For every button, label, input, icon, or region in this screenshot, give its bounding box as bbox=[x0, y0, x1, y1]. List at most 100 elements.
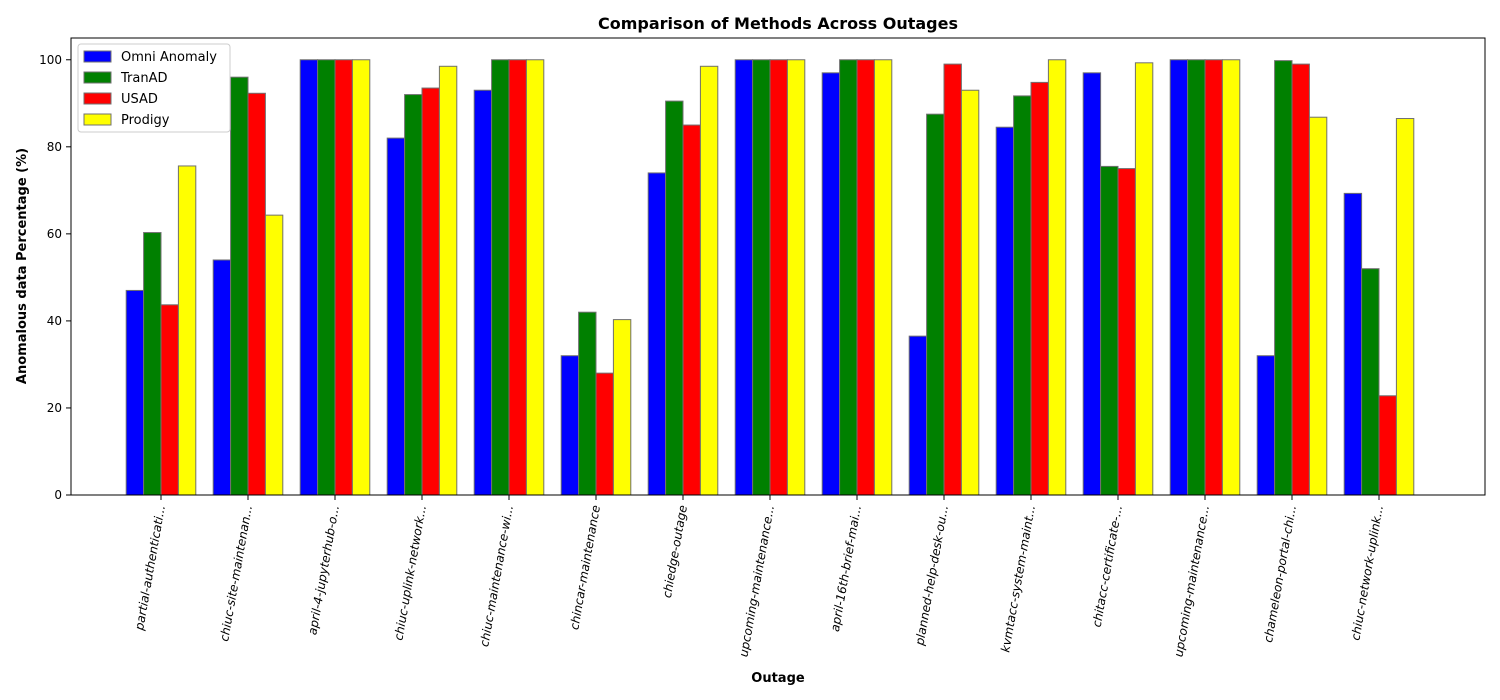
bar bbox=[1256, 355, 1276, 496]
legend-swatch bbox=[83, 92, 112, 105]
bar bbox=[351, 59, 371, 496]
bar bbox=[926, 113, 945, 496]
bar bbox=[421, 87, 440, 496]
bar bbox=[699, 65, 719, 496]
y-tick-label: 40 bbox=[47, 314, 62, 328]
bar bbox=[839, 59, 858, 496]
bar bbox=[873, 59, 893, 496]
bar bbox=[1013, 95, 1032, 496]
bar bbox=[647, 172, 667, 496]
bar bbox=[1047, 59, 1067, 496]
bar bbox=[1187, 59, 1206, 496]
x-axis-label: Outage bbox=[751, 671, 805, 686]
bar bbox=[769, 59, 788, 496]
bar bbox=[491, 59, 510, 496]
legend: Omni Anomaly TranAD USAD Prodigy bbox=[77, 43, 231, 133]
bar bbox=[1274, 60, 1293, 496]
bar bbox=[734, 59, 754, 496]
series-omni-anomaly bbox=[125, 59, 1363, 496]
bar bbox=[1378, 395, 1397, 496]
x-tick-label: kvmtacc-system-maint... bbox=[998, 504, 1038, 653]
legend-label: Prodigy bbox=[121, 113, 170, 128]
y-tick-label: 100 bbox=[39, 53, 62, 67]
y-tick-label: 80 bbox=[47, 140, 62, 154]
legend-swatch bbox=[83, 113, 112, 126]
y-axis: 0 20 40 60 80 100 bbox=[39, 53, 71, 502]
x-tick-label: chincar-maintenance bbox=[567, 504, 603, 631]
x-tick-label: chiuc-maintenance-wi... bbox=[477, 504, 516, 648]
bar bbox=[247, 92, 266, 496]
legend-label: Omni Anomaly bbox=[121, 50, 217, 65]
plot-area bbox=[125, 59, 1415, 496]
bar bbox=[786, 59, 806, 496]
bar bbox=[299, 59, 319, 496]
x-axis: partial-authenticati... chiuc-site-mainte… bbox=[132, 495, 1386, 658]
bar bbox=[508, 59, 527, 496]
x-tick-label: upcoming-maintenance... bbox=[1171, 504, 1211, 658]
bar bbox=[908, 335, 928, 496]
x-tick-label: chitacc-certificate-... bbox=[1090, 504, 1125, 628]
y-axis-label: Anomalous data Percentage (%) bbox=[15, 148, 30, 384]
x-tick-label: april-16th-brief-mai... bbox=[828, 504, 864, 633]
bar bbox=[1100, 165, 1119, 496]
bar bbox=[177, 165, 197, 496]
bar bbox=[212, 259, 232, 496]
bar bbox=[386, 137, 406, 496]
y-tick-label: 0 bbox=[54, 488, 62, 502]
chart-title: Comparison of Methods Across Outages bbox=[598, 14, 958, 33]
series-tranad bbox=[143, 59, 1380, 496]
x-tick-label: chiuc-site-maintenan... bbox=[217, 504, 255, 642]
bar bbox=[125, 289, 145, 496]
bar bbox=[665, 100, 684, 496]
bar bbox=[856, 59, 875, 496]
bar bbox=[525, 59, 545, 496]
bar bbox=[682, 124, 701, 496]
bar bbox=[1291, 63, 1310, 496]
bar bbox=[1030, 81, 1049, 496]
bar bbox=[1308, 116, 1328, 496]
bar bbox=[1169, 59, 1189, 496]
bar bbox=[578, 311, 597, 496]
bar bbox=[1117, 168, 1136, 496]
x-tick-label: planned-help-desk-ou... bbox=[912, 504, 951, 647]
bar bbox=[1204, 59, 1223, 496]
bar bbox=[438, 65, 458, 496]
bar bbox=[334, 59, 353, 496]
bar bbox=[230, 76, 249, 496]
legend-swatch bbox=[83, 50, 112, 63]
plot-frame bbox=[70, 37, 1486, 496]
bar bbox=[1134, 62, 1154, 496]
bar bbox=[143, 232, 162, 496]
x-tick-label: chiuc-uplink-network... bbox=[391, 504, 429, 641]
bar bbox=[595, 372, 614, 496]
bar bbox=[1361, 268, 1380, 496]
bar bbox=[1221, 59, 1241, 496]
bar bbox=[473, 89, 493, 496]
bar bbox=[1343, 192, 1363, 496]
bar bbox=[160, 304, 179, 496]
bar bbox=[404, 94, 423, 496]
series-usad bbox=[160, 59, 1397, 496]
bar bbox=[995, 126, 1015, 496]
bar bbox=[960, 89, 980, 496]
legend-box bbox=[77, 43, 231, 133]
bar bbox=[560, 355, 580, 496]
y-tick-label: 20 bbox=[47, 401, 62, 415]
bar bbox=[1395, 118, 1415, 496]
bar bbox=[317, 59, 336, 496]
bar bbox=[943, 63, 962, 496]
bar bbox=[264, 214, 284, 496]
legend-label: USAD bbox=[121, 92, 158, 107]
x-tick-label: chameleon-portal-chi... bbox=[1261, 504, 1299, 644]
bar bbox=[612, 319, 632, 496]
bar bbox=[752, 59, 771, 496]
legend-label: TranAD bbox=[120, 71, 167, 86]
series-prodigy bbox=[177, 59, 1415, 496]
x-tick-label: partial-authenticati... bbox=[132, 504, 168, 632]
y-tick-label: 60 bbox=[47, 227, 62, 241]
x-tick-label: april-4-jupyterhub-o... bbox=[305, 504, 342, 636]
x-tick-label: chiedge-outage bbox=[660, 504, 690, 599]
bar bbox=[821, 72, 841, 496]
